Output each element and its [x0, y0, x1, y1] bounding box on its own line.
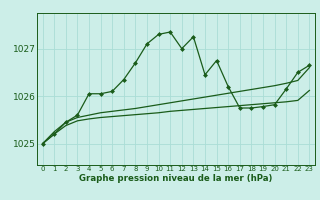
X-axis label: Graphe pression niveau de la mer (hPa): Graphe pression niveau de la mer (hPa) [79, 174, 273, 183]
